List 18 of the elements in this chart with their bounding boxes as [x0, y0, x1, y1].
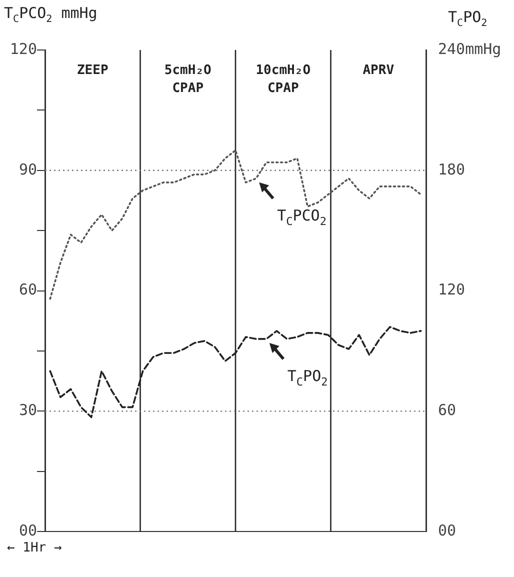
y2-tick-label: 180 [438, 160, 466, 178]
y2-axis-title: T$_{C}$PO$_{2}$ [448, 8, 488, 29]
y-tick-label: 30 [18, 401, 37, 420]
y-tick-label: 00 [18, 521, 37, 540]
y-tick-label: 90 [18, 160, 37, 178]
y-tick-label: 120 [10, 40, 37, 58]
y-axis-title: T$_{C}$PCO$_{2}$ mmHg [4, 4, 98, 25]
y2-tick-label: 60 [438, 401, 456, 420]
annotation: 10cmH₂O CPAP [256, 63, 311, 96]
line-series [49, 149, 422, 300]
annotation: ZEEP [76, 63, 108, 78]
y2-tick-label: 00 [438, 521, 456, 540]
y-tick-label: 60 [18, 280, 37, 299]
y2-tick-label: 120 [438, 280, 466, 299]
y2-tick-label: 240mmHg [438, 40, 502, 58]
annotation: APRV [362, 63, 394, 78]
text: ← 1Hr → [7, 540, 62, 556]
annotation: 5cmH₂O CPAP [164, 63, 212, 96]
